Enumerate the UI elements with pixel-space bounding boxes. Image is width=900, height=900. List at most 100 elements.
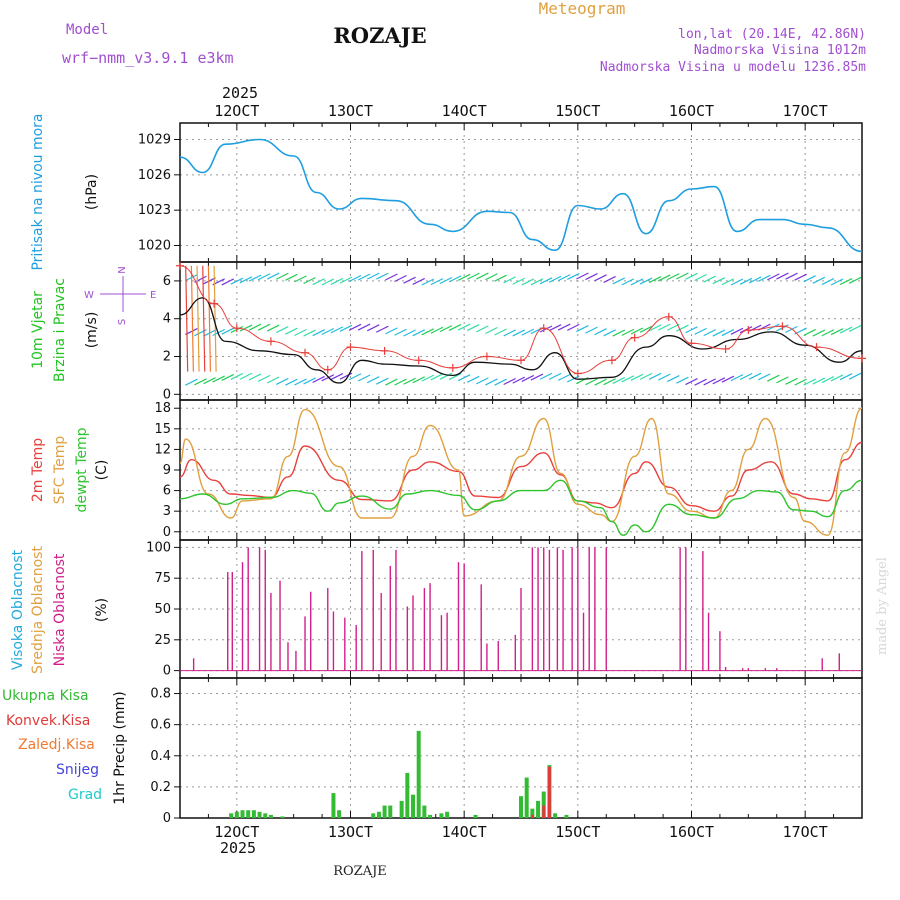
temp2m-label: 2m Temp bbox=[30, 438, 46, 502]
model-label: Model bbox=[66, 22, 108, 38]
wind-arrow-2-71 bbox=[830, 374, 844, 382]
wind-strong-1 bbox=[190, 265, 194, 372]
wind-arrow-1-17 bbox=[339, 324, 353, 332]
wind-arrow-0-46 bbox=[603, 275, 616, 283]
precip-total-bar-6 bbox=[263, 813, 268, 818]
wind-strong-3 bbox=[202, 265, 206, 372]
wind-gust-point-12 bbox=[539, 324, 548, 333]
wind-arrow-2-35 bbox=[503, 377, 516, 386]
wind-arrow-0-29 bbox=[448, 275, 462, 283]
wind-arrow-2-53 bbox=[667, 375, 680, 383]
cloud-ylabel: (%) bbox=[94, 598, 110, 622]
wind-arrow-2-37 bbox=[521, 374, 535, 383]
precip-total-bar-18 bbox=[416, 730, 421, 818]
wind-arrow-2-41 bbox=[557, 373, 571, 381]
wind-arrow-1-45 bbox=[594, 328, 607, 336]
wind-arrow-2-18 bbox=[348, 373, 362, 381]
wind-arrow-0-58 bbox=[712, 277, 726, 285]
precip-total-bar-5 bbox=[257, 811, 262, 818]
wind-arrow-1-11 bbox=[285, 327, 298, 335]
wind-arrow-2-46 bbox=[603, 378, 616, 386]
wind-arrow-2-9 bbox=[266, 376, 280, 384]
wind-gust-point-13 bbox=[573, 369, 582, 378]
compass-w: W bbox=[84, 290, 94, 301]
wind-arrow-2-7 bbox=[248, 373, 262, 381]
wind-arrow-1-8 bbox=[257, 323, 271, 331]
wind-arrow-0-72 bbox=[839, 278, 853, 286]
wind-arrow-1-33 bbox=[485, 326, 498, 335]
xlabel-top-4: 16OCT bbox=[669, 102, 714, 120]
compass-icon: N W E S bbox=[84, 266, 156, 325]
wind-arrow-2-68 bbox=[803, 378, 816, 386]
wind-arrow-0-26 bbox=[421, 278, 435, 286]
ytick-label-1-1: 2 bbox=[163, 350, 171, 365]
wind-gust-point-15 bbox=[630, 333, 639, 342]
wind-arrow-0-31 bbox=[466, 272, 480, 280]
wind-arrow-2-2 bbox=[203, 377, 216, 385]
wind-arrow-2-36 bbox=[512, 376, 525, 384]
wind-arrow-0-63 bbox=[757, 274, 771, 282]
wind-arrow-2-17 bbox=[339, 372, 353, 380]
wind-arrow-1-6 bbox=[239, 324, 253, 332]
wind-gust-point-16 bbox=[664, 312, 673, 321]
legend-frz: Zaledj.Kisa bbox=[18, 737, 95, 753]
pressure-title: Pritisak na nivou mora bbox=[30, 113, 46, 270]
wind-arrow-1-57 bbox=[703, 329, 716, 337]
ytick-label-3-4: 100 bbox=[146, 540, 171, 555]
wind-arrow-2-72 bbox=[839, 373, 853, 381]
wind-arrow-1-47 bbox=[612, 329, 626, 337]
wind-arrow-2-25 bbox=[412, 376, 425, 384]
wind-arrow-0-40 bbox=[548, 275, 562, 283]
year-bottom: 2025 bbox=[220, 839, 256, 857]
wind-arrow-1-42 bbox=[567, 323, 580, 331]
wind-arrow-0-45 bbox=[594, 274, 607, 282]
wind-arrow-2-15 bbox=[321, 374, 335, 382]
legend-total: Ukupna Kisa bbox=[2, 688, 89, 704]
dew-label: dewpt Temp bbox=[74, 427, 90, 512]
lonlat-text: lon,lat (20.14E, 42.86N) bbox=[678, 27, 866, 42]
wind-arrow-1-52 bbox=[657, 323, 671, 331]
wind-arrow-2-70 bbox=[821, 376, 835, 384]
wind-arrow-0-4 bbox=[221, 278, 235, 286]
xlabel-top-2: 14OCT bbox=[442, 102, 487, 120]
wind-arrow-2-1 bbox=[194, 378, 207, 386]
wind-arrow-1-26 bbox=[421, 328, 435, 336]
precip-total-bar-15 bbox=[399, 800, 404, 818]
wind-arrow-2-54 bbox=[676, 376, 689, 384]
wind-arrow-1-31 bbox=[466, 324, 480, 332]
ytick-label-3-3: 75 bbox=[154, 571, 171, 586]
xlabel-bottom-1: 13OCT bbox=[328, 823, 373, 841]
cloud-high-label: Visoka Oblacnost bbox=[10, 549, 26, 670]
wind-arrow-2-44 bbox=[585, 378, 598, 386]
wind-arrow-1-1 bbox=[194, 329, 207, 337]
wind-arrow-1-7 bbox=[248, 323, 262, 331]
wind-arrow-2-13 bbox=[303, 377, 316, 385]
panel-frame-0 bbox=[179, 122, 863, 263]
model-altitude-text: Nadmorska Visina u modelu 1236.85m bbox=[600, 60, 866, 75]
wind-arrow-0-10 bbox=[276, 272, 289, 280]
wind-arrow-2-14 bbox=[312, 375, 325, 383]
wind-gust-point-21 bbox=[812, 343, 821, 352]
ytick-label-3-1: 25 bbox=[154, 633, 171, 648]
wind-arrow-0-64 bbox=[767, 273, 780, 281]
wind-arrow-2-22 bbox=[385, 378, 398, 386]
wind-gust-point-22 bbox=[858, 354, 866, 363]
sfc-label: SFC Temp bbox=[52, 436, 68, 505]
xlabel-bottom-2: 14OCT bbox=[442, 823, 487, 841]
wind-arrow-1-73 bbox=[848, 324, 862, 333]
pressure-line bbox=[179, 138, 863, 253]
wind-arrow-2-12 bbox=[294, 378, 307, 386]
precip-conv-bar-2 bbox=[547, 766, 551, 818]
wind-arrow-0-67 bbox=[794, 273, 807, 281]
compass-n: N bbox=[117, 266, 128, 273]
wind-arrow-2-64 bbox=[767, 374, 780, 382]
wind-arrow-2-4 bbox=[221, 373, 235, 382]
ytick-label-4-0: 0 bbox=[163, 811, 171, 826]
wind-strong-0 bbox=[185, 265, 189, 372]
wind-arrow-0-6 bbox=[239, 276, 253, 284]
wind-gust-point-19 bbox=[744, 326, 753, 335]
wind-arrow-1-21 bbox=[376, 325, 389, 333]
precip-total-bar-16 bbox=[405, 772, 410, 818]
ytick-label-3-2: 50 bbox=[154, 602, 171, 617]
wind-arrow-0-11 bbox=[285, 273, 298, 281]
